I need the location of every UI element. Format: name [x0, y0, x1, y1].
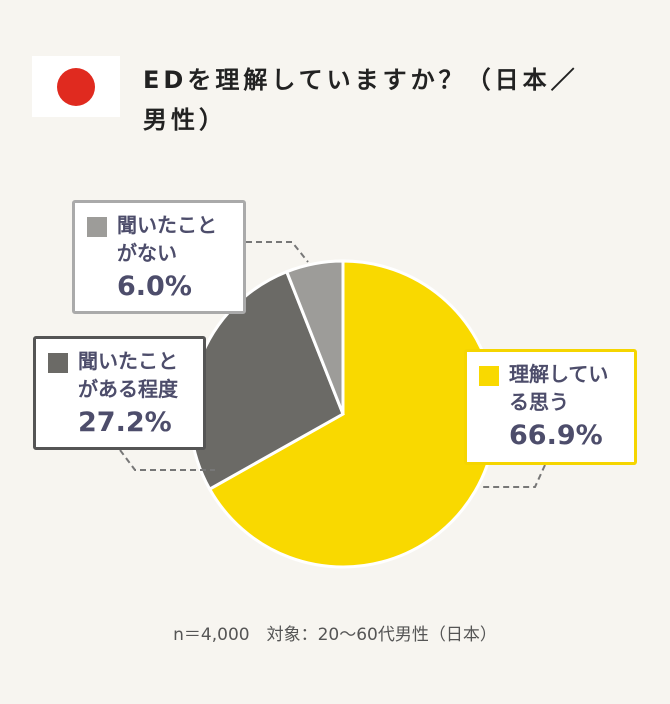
- chart-title: EDを理解していますか？（日本／男性）: [143, 66, 579, 134]
- legend-label: 聞いたことがない: [117, 213, 217, 265]
- legend-swatch: [48, 353, 68, 373]
- flag-sun: [57, 68, 95, 106]
- legend-swatch: [87, 217, 107, 237]
- leader-line: [480, 464, 546, 488]
- leader-line: [246, 241, 309, 263]
- value-label: 6.0%: [117, 271, 192, 302]
- value-label: 66.9%: [509, 420, 603, 451]
- label-box: 理解している思う 66.9%: [464, 349, 637, 465]
- value-label: 27.2%: [78, 407, 172, 438]
- legend-label: 聞いたことがある程度: [78, 349, 178, 401]
- pie-slice: [207, 259, 498, 569]
- label-box: 聞いたことがある程度 27.2%: [33, 336, 206, 450]
- note: n＝4,000 対象：20～60代男性（日本）: [173, 625, 497, 645]
- pie-slice: [284, 259, 345, 415]
- legend-label: 理解している思う: [509, 362, 609, 414]
- legend-swatch: [479, 366, 499, 386]
- leader-line: [119, 449, 215, 471]
- label-box: 聞いたことがない 6.0%: [72, 200, 246, 314]
